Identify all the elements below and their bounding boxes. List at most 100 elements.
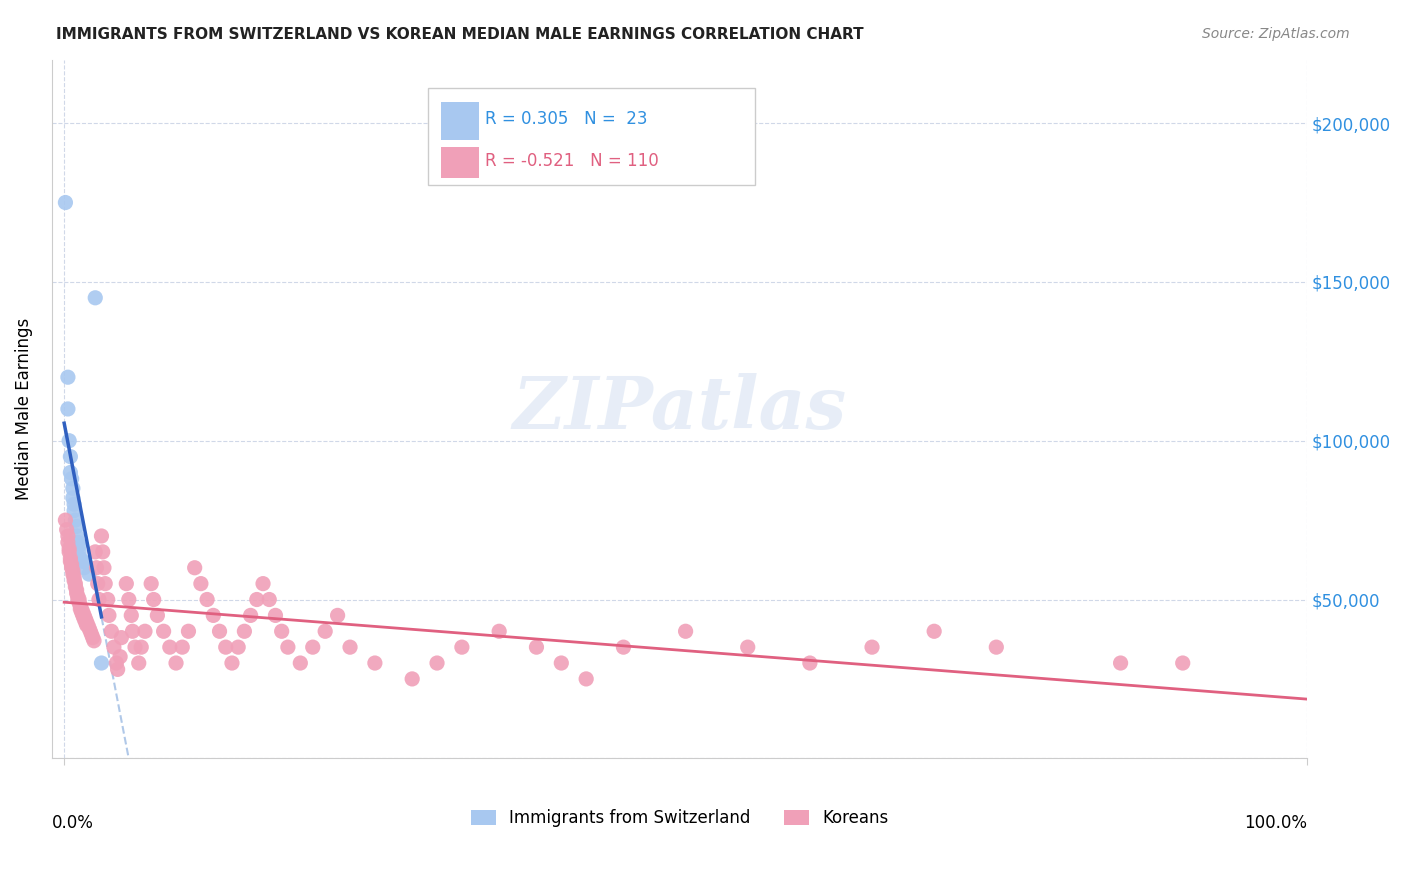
Point: [60, 560, 83, 574]
Point: [233, 624, 256, 639]
Point: [65, 582, 87, 597]
Point: [76, 618, 98, 632]
Point: [76, 615, 98, 629]
Legend: Immigrants from Switzerland, Koreans: Immigrants from Switzerland, Koreans: [464, 803, 894, 834]
Point: [55, 523, 77, 537]
Point: [73, 560, 96, 574]
Point: [86, 560, 108, 574]
Point: [65, 513, 87, 527]
Point: [67, 539, 90, 553]
Point: [146, 608, 169, 623]
Point: [58, 545, 80, 559]
Point: [72, 605, 94, 619]
Point: [63, 570, 86, 584]
Point: [66, 592, 89, 607]
Point: [84, 291, 107, 305]
Point: [526, 640, 548, 655]
Point: [221, 656, 243, 670]
FancyBboxPatch shape: [429, 87, 755, 186]
Point: [264, 608, 287, 623]
Point: [314, 624, 336, 639]
Point: [118, 592, 141, 607]
Point: [270, 624, 292, 639]
Point: [115, 576, 138, 591]
Point: [339, 640, 361, 655]
Point: [290, 656, 312, 670]
Point: [100, 624, 122, 639]
Point: [986, 640, 1008, 655]
Point: [94, 576, 117, 591]
Point: [226, 640, 249, 655]
Point: [141, 576, 163, 591]
Point: [59, 466, 82, 480]
Point: [737, 640, 759, 655]
Bar: [441, 147, 478, 178]
Point: [66, 590, 89, 604]
Point: [58, 434, 80, 448]
Point: [172, 640, 194, 655]
Point: [62, 481, 84, 495]
Text: IMMIGRANTS FROM SWITZERLAND VS KOREAN MEDIAN MALE EARNINGS CORRELATION CHART: IMMIGRANTS FROM SWITZERLAND VS KOREAN ME…: [56, 27, 863, 42]
Point: [93, 560, 115, 574]
Point: [108, 649, 131, 664]
Point: [326, 608, 349, 623]
Point: [84, 545, 107, 559]
Point: [62, 491, 84, 505]
Point: [799, 656, 821, 670]
Point: [426, 656, 449, 670]
Point: [72, 554, 94, 568]
Point: [87, 576, 110, 591]
Point: [72, 608, 94, 623]
Point: [59, 554, 82, 568]
Point: [59, 551, 82, 566]
Point: [75, 615, 97, 629]
Point: [105, 656, 128, 670]
Point: [110, 631, 132, 645]
Y-axis label: Median Male Earnings: Median Male Earnings: [15, 318, 32, 500]
Point: [65, 519, 87, 533]
Point: [62, 564, 84, 578]
Point: [550, 656, 572, 670]
Point: [190, 576, 212, 591]
Point: [60, 472, 83, 486]
Point: [1109, 656, 1132, 670]
Point: [66, 535, 89, 549]
Point: [60, 558, 83, 572]
Point: [860, 640, 883, 655]
Point: [58, 541, 80, 556]
Point: [59, 450, 82, 464]
Point: [63, 574, 86, 588]
Point: [63, 503, 86, 517]
Point: [67, 545, 90, 559]
Point: [65, 586, 87, 600]
Point: [277, 640, 299, 655]
Point: [152, 624, 174, 639]
Point: [165, 656, 187, 670]
Text: 100.0%: 100.0%: [1244, 814, 1308, 832]
Point: [183, 560, 205, 574]
Point: [202, 608, 225, 623]
Point: [922, 624, 945, 639]
Point: [77, 621, 100, 635]
Point: [1171, 656, 1194, 670]
Point: [195, 592, 218, 607]
Point: [63, 497, 86, 511]
Point: [252, 576, 274, 591]
Point: [301, 640, 323, 655]
Point: [208, 624, 231, 639]
Point: [239, 608, 262, 623]
Point: [134, 624, 156, 639]
Point: [246, 592, 269, 607]
Point: [575, 672, 598, 686]
Point: [55, 513, 77, 527]
Point: [77, 567, 100, 582]
Point: [67, 596, 90, 610]
Point: [142, 592, 165, 607]
Point: [90, 656, 112, 670]
Point: [124, 640, 146, 655]
Point: [159, 640, 181, 655]
Text: 0.0%: 0.0%: [52, 814, 94, 832]
Point: [97, 592, 120, 607]
Point: [257, 592, 280, 607]
Text: R = 0.305   N =  23: R = 0.305 N = 23: [453, 102, 630, 120]
